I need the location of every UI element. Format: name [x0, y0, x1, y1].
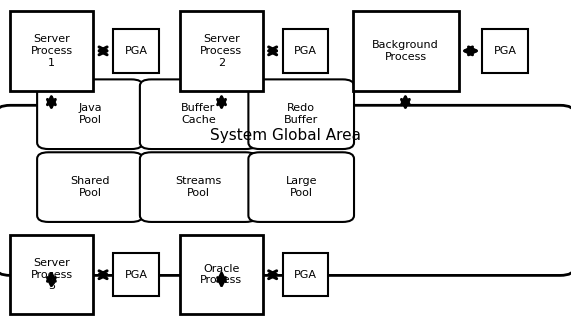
- FancyBboxPatch shape: [140, 79, 257, 149]
- Text: PGA: PGA: [494, 46, 517, 56]
- Text: Buffer
Cache: Buffer Cache: [181, 103, 216, 125]
- FancyBboxPatch shape: [0, 105, 571, 275]
- FancyBboxPatch shape: [283, 29, 328, 73]
- Text: Server
Process
3: Server Process 3: [31, 258, 73, 291]
- Text: Oracle
Process: Oracle Process: [200, 264, 242, 285]
- Text: System Global Area: System Global Area: [210, 128, 361, 143]
- Text: Server
Process
1: Server Process 1: [31, 34, 73, 68]
- FancyBboxPatch shape: [248, 79, 354, 149]
- FancyBboxPatch shape: [10, 235, 93, 314]
- Text: Streams
Pool: Streams Pool: [175, 176, 222, 198]
- FancyBboxPatch shape: [37, 79, 143, 149]
- FancyBboxPatch shape: [10, 11, 93, 91]
- FancyBboxPatch shape: [180, 11, 263, 91]
- Text: Large
Pool: Large Pool: [286, 176, 317, 198]
- FancyBboxPatch shape: [248, 152, 354, 222]
- FancyBboxPatch shape: [113, 29, 159, 73]
- FancyBboxPatch shape: [140, 152, 257, 222]
- FancyBboxPatch shape: [113, 253, 159, 296]
- Text: Background
Process: Background Process: [372, 40, 439, 62]
- Text: PGA: PGA: [124, 270, 147, 280]
- FancyBboxPatch shape: [353, 11, 459, 91]
- Text: Server
Process
2: Server Process 2: [200, 34, 242, 68]
- Text: Java
Pool: Java Pool: [78, 103, 102, 125]
- Text: Shared
Pool: Shared Pool: [70, 176, 110, 198]
- FancyBboxPatch shape: [180, 235, 263, 314]
- Text: PGA: PGA: [124, 46, 147, 56]
- FancyBboxPatch shape: [283, 253, 328, 296]
- FancyBboxPatch shape: [482, 29, 528, 73]
- FancyBboxPatch shape: [37, 152, 143, 222]
- Text: PGA: PGA: [294, 270, 317, 280]
- Text: PGA: PGA: [294, 46, 317, 56]
- Text: Redo
Buffer: Redo Buffer: [284, 103, 318, 125]
